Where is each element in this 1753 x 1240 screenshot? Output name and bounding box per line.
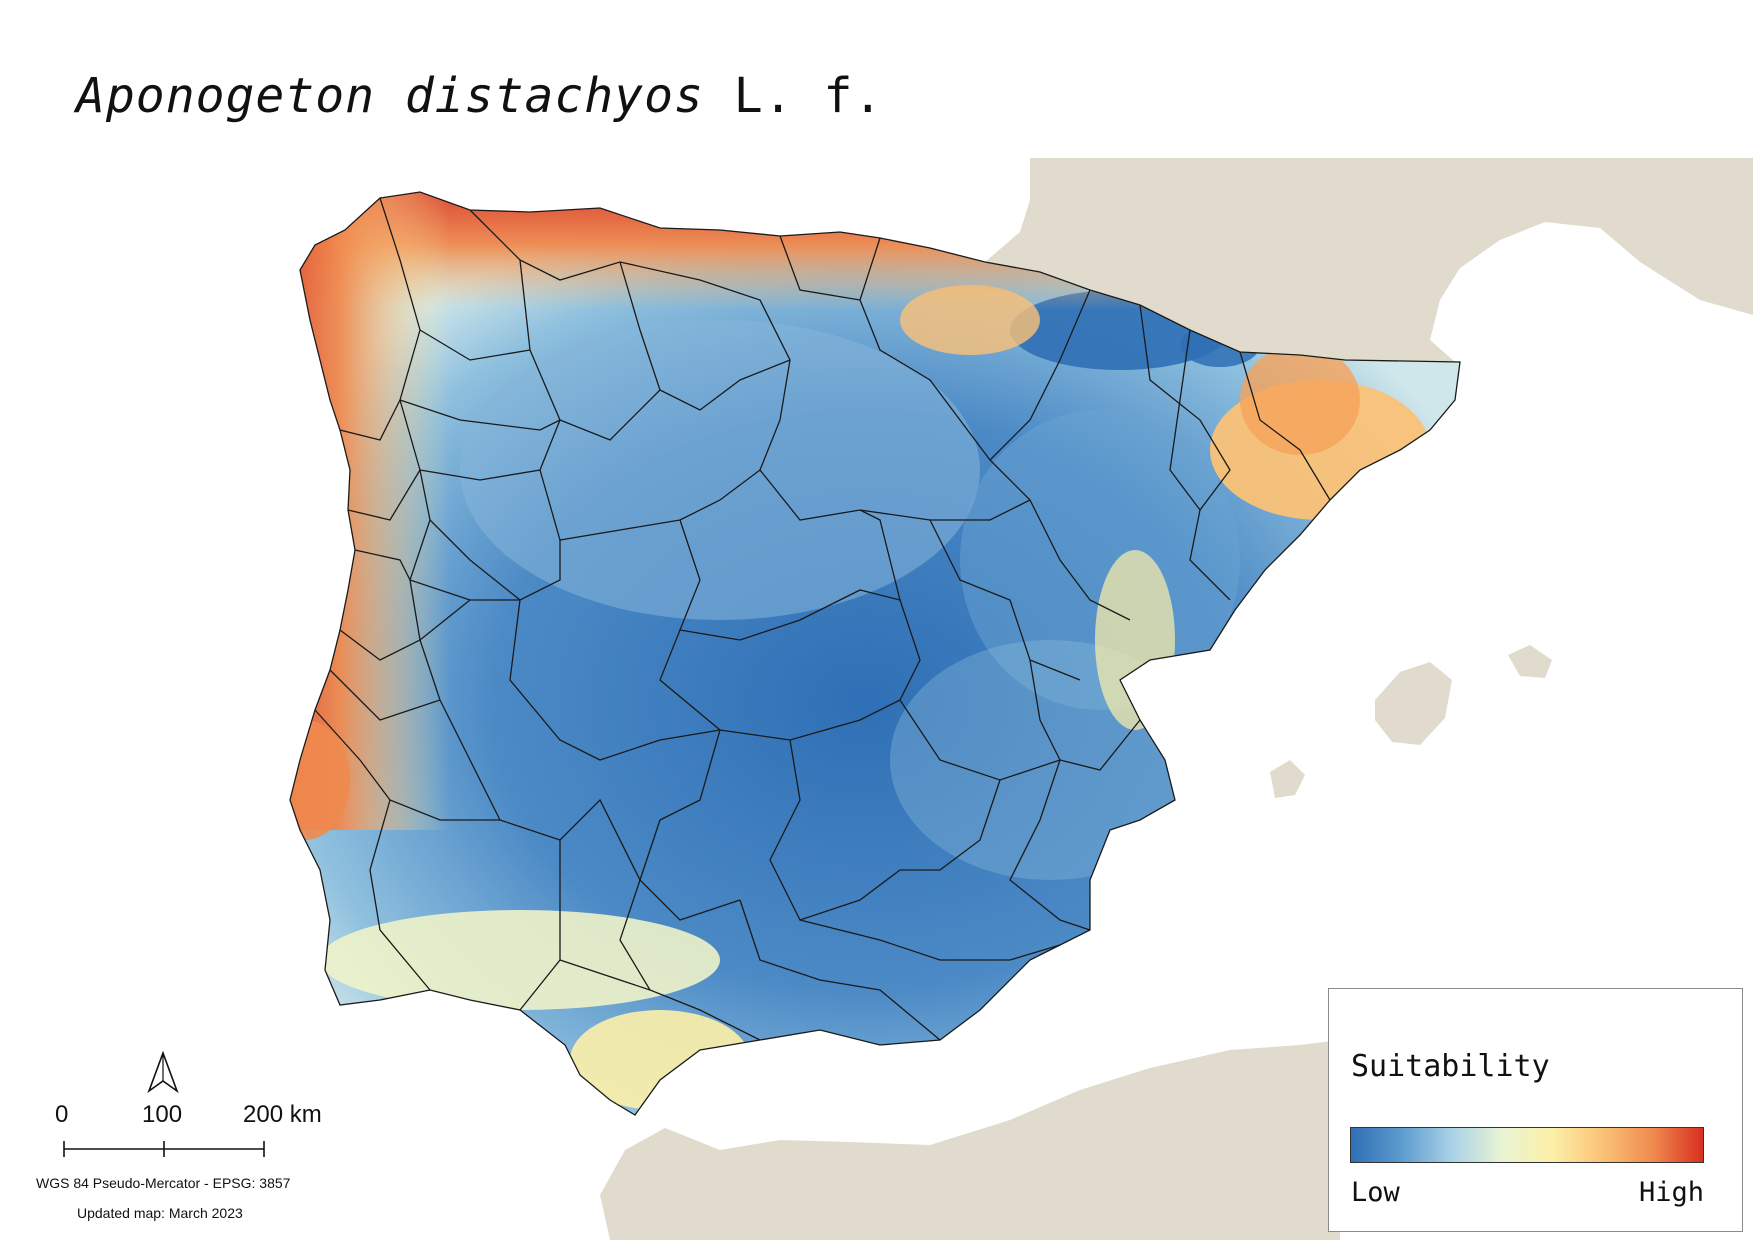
updated-note: Updated map: March 2023 — [77, 1205, 243, 1221]
mallorca-island — [1375, 662, 1452, 745]
africa-landmass — [600, 1040, 1340, 1240]
scale-label-100: 100 — [142, 1101, 183, 1128]
province-boundaries — [289, 191, 1461, 1116]
legend-low-label: Low — [1351, 1177, 1400, 1208]
scale-label-200: 200 km — [243, 1101, 322, 1128]
legend-high-label: High — [1638, 1177, 1704, 1208]
north-arrow-icon — [147, 1051, 179, 1094]
menorca-island — [1508, 645, 1552, 678]
legend-title: Suitability — [1351, 1049, 1550, 1084]
species-name: Aponogeton distachyos — [76, 68, 704, 124]
ibiza-island — [1270, 760, 1305, 798]
scale-bar — [63, 1141, 265, 1157]
legend: Suitability Low High — [1328, 988, 1743, 1232]
scale-label-0: 0 — [55, 1101, 69, 1128]
scale-block: 0 100 200 km WGS 84 Pseudo-Mercator - EP… — [36, 1045, 336, 1235]
peninsula-outline — [289, 191, 1461, 1116]
map-title: Aponogeton distachyos L. f. — [76, 68, 883, 124]
legend-color-ramp — [1350, 1127, 1704, 1163]
projection-note: WGS 84 Pseudo-Mercator - EPSG: 3857 — [36, 1175, 291, 1191]
france-landmass — [985, 158, 1753, 362]
species-authority: L. f. — [733, 68, 884, 124]
